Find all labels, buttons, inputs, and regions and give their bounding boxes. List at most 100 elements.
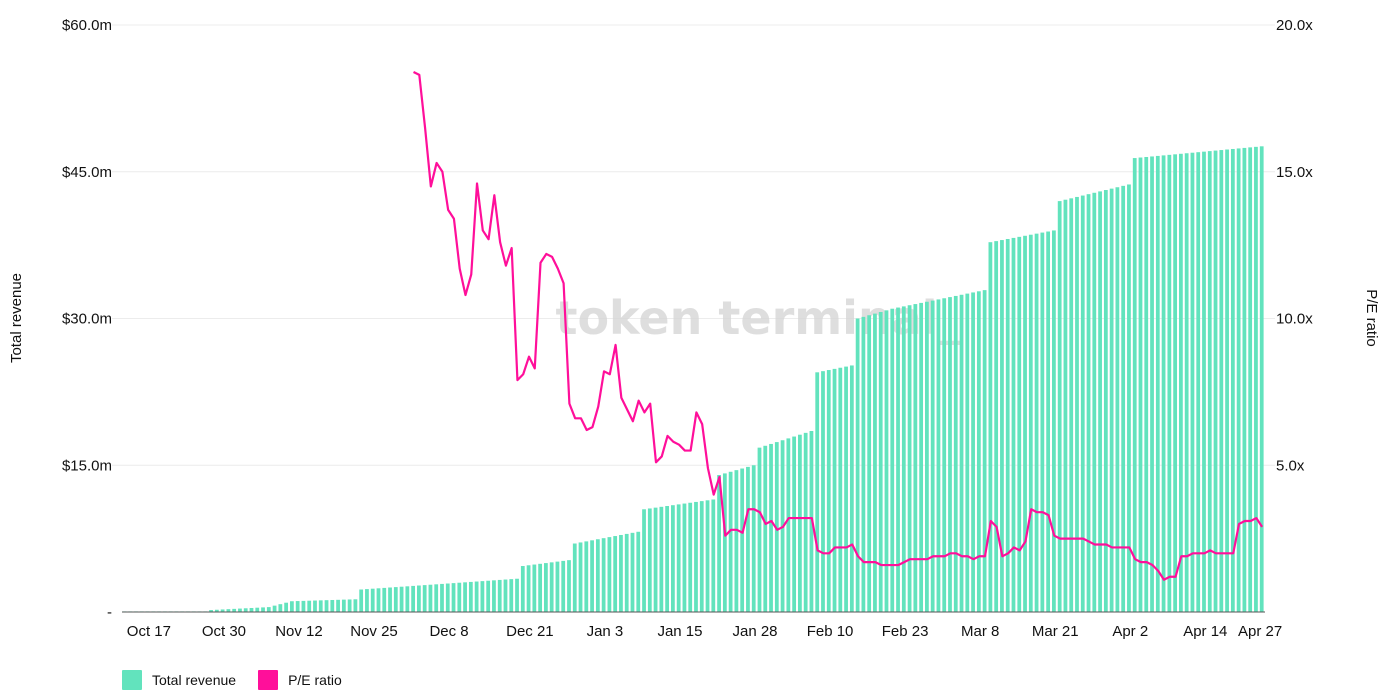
pe-ratio-line xyxy=(413,70,1264,581)
revenue-bar xyxy=(786,438,791,612)
revenue-bar xyxy=(336,599,340,612)
revenue-bar xyxy=(1144,156,1149,612)
legend-swatch-pe-ratio xyxy=(258,670,279,690)
revenue-bar xyxy=(1179,153,1183,612)
revenue-bar xyxy=(1248,147,1253,612)
revenue-bar xyxy=(365,589,369,612)
revenue-bar xyxy=(982,290,987,612)
revenue-bar xyxy=(948,297,952,612)
revenue-bar xyxy=(555,561,560,612)
revenue-bar xyxy=(936,299,941,612)
revenue-bar xyxy=(567,560,571,612)
revenue-bar xyxy=(370,588,375,612)
revenue-bar xyxy=(353,599,358,612)
revenue-bar xyxy=(1046,231,1051,612)
revenue-bar xyxy=(1005,238,1010,613)
revenue-bar xyxy=(717,475,721,612)
revenue-bar xyxy=(445,583,450,612)
revenue-bar xyxy=(878,311,883,612)
revenue-bar xyxy=(1103,190,1108,613)
revenue-bar xyxy=(821,371,825,612)
revenue-bar xyxy=(232,608,237,612)
revenue-bar xyxy=(642,509,646,612)
revenue-bar xyxy=(861,316,866,612)
revenue-bar xyxy=(290,601,294,612)
revenue-bar xyxy=(463,582,467,612)
revenue-bar xyxy=(1121,185,1126,612)
revenue-bar xyxy=(699,501,704,612)
revenue-bar xyxy=(399,586,404,612)
revenue-bar xyxy=(451,583,456,612)
y-left-tick-label: $45.0m xyxy=(62,164,112,181)
revenue-bar xyxy=(1040,232,1045,613)
legend-label-pe-ratio: P/E ratio xyxy=(288,672,342,688)
revenue-bar xyxy=(665,506,670,612)
revenue-bar xyxy=(884,310,889,612)
revenue-bar xyxy=(728,471,733,612)
revenue-bar xyxy=(1052,230,1056,612)
revenue-bar xyxy=(538,563,543,612)
revenue-bar xyxy=(1202,151,1206,612)
revenue-bar xyxy=(676,504,681,612)
revenue-bar xyxy=(376,588,381,612)
revenue-bar xyxy=(209,610,213,612)
revenue-bar xyxy=(1069,198,1074,612)
revenue-bar xyxy=(457,582,462,612)
revenue-bar xyxy=(359,589,364,612)
revenue-bar xyxy=(751,465,756,612)
revenue-bar xyxy=(953,295,958,612)
revenue-bar xyxy=(694,501,698,612)
revenue-bar xyxy=(549,562,554,612)
x-tick-label: Dec 21 xyxy=(506,623,554,640)
y-right-tick-label: 5.0x xyxy=(1276,457,1305,474)
revenue-bar xyxy=(722,473,727,612)
revenue-bar xyxy=(1063,199,1068,612)
x-tick-label: Mar 8 xyxy=(961,623,999,640)
revenue-bar xyxy=(798,434,802,612)
legend-item-pe-ratio[interactable]: P/E ratio xyxy=(258,670,342,690)
revenue-bar xyxy=(1011,237,1016,613)
y-right-tick-label: 20.0x xyxy=(1276,17,1313,34)
revenue-bar xyxy=(988,242,993,612)
x-tick-label: Dec 8 xyxy=(429,623,468,640)
revenue-bar xyxy=(619,534,623,612)
revenue-bar xyxy=(255,607,260,612)
revenue-bar xyxy=(1017,236,1022,612)
revenue-bar xyxy=(1213,150,1218,612)
x-tick-label: Nov 12 xyxy=(275,623,323,640)
x-tick-label: Mar 21 xyxy=(1032,623,1079,640)
revenue-bar xyxy=(520,566,525,612)
revenue-bar xyxy=(890,308,895,612)
revenue-bar xyxy=(318,600,323,612)
revenue-bar xyxy=(1236,148,1241,612)
revenue-bar xyxy=(284,602,289,612)
revenue-bar xyxy=(468,581,473,612)
x-tick-label: Feb 23 xyxy=(882,623,929,640)
revenue-bar xyxy=(388,587,392,612)
revenue-bar xyxy=(757,447,762,612)
revenue-bar xyxy=(965,293,970,612)
revenue-bar xyxy=(1173,154,1178,612)
revenue-bar xyxy=(578,542,583,612)
x-tick-label: Jan 15 xyxy=(657,623,702,640)
revenue-bar xyxy=(422,585,427,612)
revenue-bar xyxy=(480,581,485,612)
revenue-bar xyxy=(347,599,352,612)
x-tick-label: Jan 28 xyxy=(732,623,777,640)
revenue-bar xyxy=(301,600,306,612)
revenue-bar xyxy=(411,585,416,612)
legend-item-total-revenue[interactable]: Total revenue xyxy=(122,670,236,690)
revenue-bar xyxy=(959,294,964,612)
revenue-bar xyxy=(734,470,739,612)
y-left-tick-label: $60.0m xyxy=(62,17,112,34)
revenue-bar xyxy=(976,291,981,612)
y-right-tick-label: 10.0x xyxy=(1276,311,1313,328)
revenue-bar xyxy=(711,499,716,612)
revenue-bar xyxy=(509,579,514,612)
revenue-bar xyxy=(278,604,283,612)
revenue-bar xyxy=(994,241,999,612)
revenue-bar xyxy=(1132,158,1137,612)
revenue-bar xyxy=(705,500,710,612)
revenue-bar xyxy=(913,304,918,612)
